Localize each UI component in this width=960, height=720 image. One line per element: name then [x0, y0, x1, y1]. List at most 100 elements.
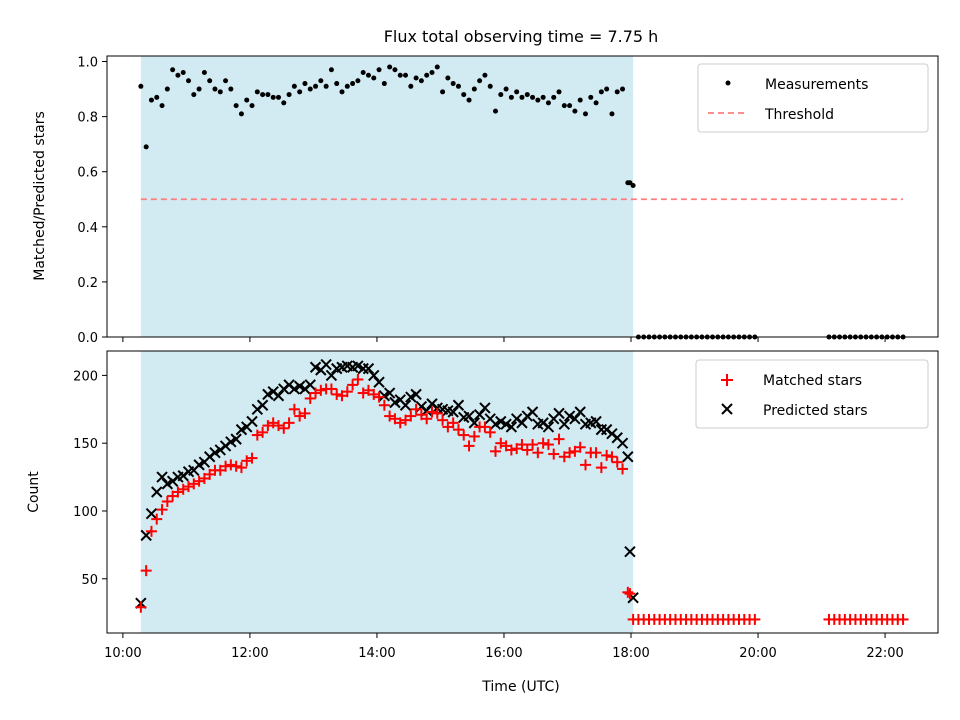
predicted-point [516, 417, 528, 429]
predicted-point [410, 388, 422, 401]
chart-title: Flux total observing time = 7.75 h [384, 27, 659, 46]
measurement-point [545, 100, 551, 106]
measurement-point [355, 78, 361, 84]
measurement-point [275, 94, 281, 100]
measurement-point [582, 111, 588, 117]
matched-point [479, 421, 491, 433]
measurement-point [429, 70, 435, 76]
measurement-point [318, 78, 324, 84]
measurement-point [593, 100, 599, 106]
bottom-y-tick-label: 200 [73, 369, 98, 384]
legend-matched-label: Matched stars [763, 373, 862, 389]
matched-point [325, 383, 337, 395]
measurement-point [291, 83, 297, 89]
predicted-point [479, 402, 491, 414]
measurement-point [403, 72, 409, 78]
measurement-point [392, 67, 398, 73]
matched-point [299, 407, 311, 419]
predicted-point [574, 406, 586, 418]
matched-point [749, 613, 761, 625]
measurement-point [514, 89, 520, 95]
measurement-point [164, 86, 170, 92]
measurement-point [381, 81, 387, 87]
x-axis-label: Time (UTC) [481, 679, 559, 695]
bottom-y-tick-label: 150 [73, 437, 98, 452]
predicted-point [558, 418, 571, 430]
matched-point [463, 440, 475, 452]
x-tick-label: 18:00 [612, 646, 649, 661]
matched-point [574, 441, 586, 453]
matched-point [617, 463, 629, 475]
measurement-point [365, 72, 371, 78]
predicted-point [362, 362, 375, 375]
legend-matched-marker [721, 374, 733, 386]
measurement-point [609, 111, 615, 117]
measurement-point [223, 78, 229, 84]
top-legend: Measurements Threshold [697, 63, 929, 133]
matched-point [548, 448, 560, 460]
measurement-point [434, 64, 440, 70]
matched-point [283, 417, 295, 429]
measurement-point [567, 103, 573, 109]
x-tick-label: 16:00 [485, 646, 522, 661]
matched-point [426, 406, 438, 418]
top-y-axis-label: Matched/Predicted stars [32, 111, 48, 281]
matched-point [315, 384, 327, 396]
matched-point [161, 495, 173, 507]
measurement-point [281, 100, 287, 106]
measurement-point [487, 83, 493, 89]
matched-point [341, 386, 353, 398]
top-y-tick-label: 0.6 [77, 166, 98, 181]
predicted-point [383, 387, 396, 399]
measurement-point [493, 108, 499, 114]
matched-point [140, 565, 152, 577]
measurement-point [503, 86, 509, 92]
measurement-point [577, 97, 583, 103]
matched-point [135, 601, 147, 613]
predicted-point [622, 451, 634, 463]
measurement-point [535, 97, 541, 103]
bottom-x-axis: 10:00 12:00 14:00 16:00 18:00 20:00 22:00 [104, 633, 904, 661]
measurement-point [217, 89, 223, 95]
measurement-point [445, 75, 451, 81]
matched-point [156, 504, 168, 516]
measurement-point [307, 86, 313, 92]
matched-point [235, 462, 247, 474]
matched-point [145, 525, 157, 537]
measurement-point [313, 83, 319, 89]
measurement-point [371, 75, 377, 81]
measurement-point [519, 94, 525, 100]
predicted-point [553, 407, 565, 420]
matched-point [151, 513, 163, 525]
top-y-tick-label: 0.8 [77, 111, 98, 126]
measurement-point [302, 81, 308, 87]
top-plot-frame [106, 55, 939, 338]
measurement-point [159, 103, 165, 109]
measurement-point [328, 67, 334, 73]
matched-point [611, 456, 623, 468]
predicted-point [590, 415, 602, 428]
matched-point [897, 613, 909, 625]
top-x-axis [122, 337, 886, 342]
legend-measurements-marker [725, 80, 731, 86]
matched-point [220, 460, 232, 472]
x-tick-label: 10:00 [104, 646, 141, 661]
measurement-point [244, 97, 250, 103]
predicted-point [452, 399, 465, 411]
measurement-point [334, 81, 340, 87]
matched-point [431, 407, 443, 419]
x-tick-label: 20:00 [739, 646, 776, 661]
legend-predicted-marker [721, 403, 733, 415]
predicted-point [624, 545, 636, 558]
bottom-y-axis-label: Count [26, 471, 42, 513]
measurement-point [286, 92, 292, 98]
measurement-point [323, 83, 329, 89]
measurement-point [270, 94, 276, 100]
predicted-point [399, 399, 412, 411]
matched-point [347, 379, 359, 391]
matched-point [527, 439, 539, 451]
measurement-point [572, 108, 578, 114]
measurement-point [424, 72, 430, 78]
measurement-point [471, 86, 477, 92]
measurement-point [228, 86, 234, 92]
